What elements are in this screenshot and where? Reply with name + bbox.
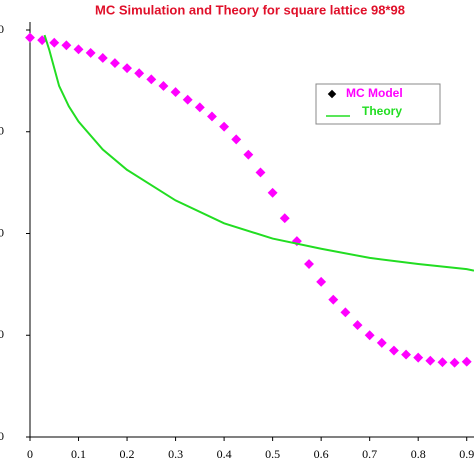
chart-title: MC Simulation and Theory for square latt… [95, 2, 405, 17]
data-point [340, 307, 351, 318]
data-point [170, 87, 181, 98]
y-tick-label: 0 [0, 22, 4, 36]
data-point [85, 47, 96, 58]
data-point [279, 213, 290, 224]
legend-label: MC Model [346, 86, 403, 100]
data-point [388, 345, 399, 356]
data-point [304, 259, 314, 269]
data-point [122, 63, 132, 74]
data-point [267, 187, 278, 198]
data-point [255, 167, 266, 178]
x-tick-label: 0.6 [314, 447, 329, 461]
data-point [425, 355, 436, 366]
theory-line [43, 34, 474, 272]
y-tick-label: 0 [0, 225, 4, 239]
y-tick-label: 0 [0, 327, 4, 341]
data-point [231, 134, 242, 145]
data-point [243, 149, 254, 160]
data-point [134, 68, 145, 79]
data-point [146, 74, 157, 85]
data-point [194, 102, 205, 113]
x-tick-label: 0.1 [71, 447, 86, 461]
data-point [219, 121, 230, 132]
data-point [364, 330, 375, 341]
data-point [401, 349, 412, 360]
x-tick-label: 0.5 [265, 447, 280, 461]
data-point [49, 37, 60, 48]
y-tick-label: 0 [0, 429, 4, 443]
data-point [376, 337, 387, 348]
data-point [97, 53, 108, 63]
data-point [61, 40, 72, 51]
data-point [413, 352, 424, 363]
data-point [328, 294, 339, 305]
data-point [437, 357, 448, 368]
x-tick-label: 0 [27, 447, 33, 461]
data-point [158, 81, 169, 91]
data-point [461, 356, 472, 367]
x-tick-label: 0.4 [217, 447, 232, 461]
legend-box [315, 83, 441, 125]
data-point [73, 44, 84, 55]
x-tick-label: 0.9 [459, 447, 474, 461]
data-point [449, 357, 460, 368]
legend-marker [327, 89, 337, 99]
y-tick-label: 0 [0, 124, 4, 138]
x-tick-label: 0.2 [120, 447, 135, 461]
x-tick-label: 0.7 [362, 447, 377, 461]
x-tick-label: 0.8 [411, 447, 426, 461]
legend-label: Theory [362, 104, 402, 118]
data-point [352, 320, 363, 331]
x-tick-label: 0.3 [168, 447, 183, 461]
data-point [316, 276, 327, 287]
data-point [25, 32, 35, 43]
data-point [109, 58, 120, 69]
data-point [207, 111, 217, 122]
data-point [182, 94, 193, 105]
